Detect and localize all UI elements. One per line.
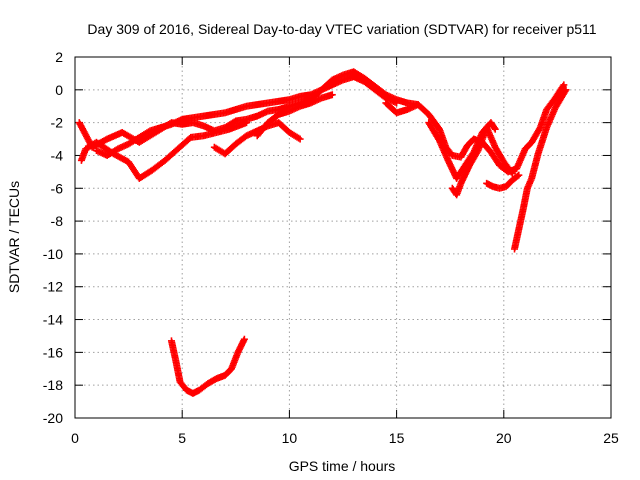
data-point xyxy=(560,81,568,89)
data-point xyxy=(514,172,522,180)
series-track-i xyxy=(483,171,523,192)
x-tick-label: 0 xyxy=(71,430,79,446)
y-tick-label: -8 xyxy=(51,213,64,229)
x-tick-label: 15 xyxy=(389,430,405,446)
series-track-k xyxy=(167,335,248,397)
grid-lines xyxy=(75,57,611,418)
series-track-h xyxy=(448,124,516,199)
data-point xyxy=(295,134,303,142)
data-points xyxy=(75,68,570,397)
series-track-j xyxy=(511,86,570,253)
x-tick-label: 10 xyxy=(282,430,298,446)
y-tick-label: -18 xyxy=(43,377,63,393)
data-point xyxy=(296,135,304,143)
y-tick-label: -6 xyxy=(51,180,64,196)
x-tick-label: 25 xyxy=(603,430,619,446)
y-tick-label: -2 xyxy=(51,115,64,131)
series-track-b xyxy=(77,119,251,182)
series-track-e xyxy=(253,91,336,140)
plot-frame xyxy=(74,56,612,419)
y-tick-label: -16 xyxy=(43,344,63,360)
y-tick-label: -10 xyxy=(43,246,63,262)
x-tick-label: 20 xyxy=(496,430,512,446)
data-point xyxy=(561,87,569,95)
data-point xyxy=(562,86,570,94)
y-tick-label: -4 xyxy=(51,147,64,163)
series-track-c xyxy=(92,73,401,159)
y-tick-label: 0 xyxy=(55,82,63,98)
y-tick-label: -20 xyxy=(43,410,63,426)
y-axis-label: SDTVAR / TECUs xyxy=(6,181,22,293)
chart-title: Day 309 of 2016, Sidereal Day-to-day VTE… xyxy=(87,21,596,37)
y-tick-label: 2 xyxy=(55,49,63,65)
data-point xyxy=(515,171,523,179)
data-point xyxy=(490,124,498,132)
axis-ticks: 0 5 10 15 20 25-20-18-16-14-12-10-8-6-4-202 xyxy=(43,49,619,446)
data-point xyxy=(328,91,336,99)
data-point xyxy=(508,170,516,178)
data-point xyxy=(240,335,248,343)
x-tick-label: 5 xyxy=(178,430,186,446)
y-tick-label: -12 xyxy=(43,279,63,295)
data-point xyxy=(491,125,499,133)
x-axis-label: GPS time / hours xyxy=(289,458,396,474)
data-point xyxy=(507,168,515,176)
data-point xyxy=(393,99,401,107)
data-point xyxy=(243,119,251,127)
y-tick-label: -14 xyxy=(43,312,63,328)
